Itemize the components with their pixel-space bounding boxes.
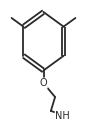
Text: NH: NH xyxy=(55,111,70,121)
Text: O: O xyxy=(40,78,47,88)
